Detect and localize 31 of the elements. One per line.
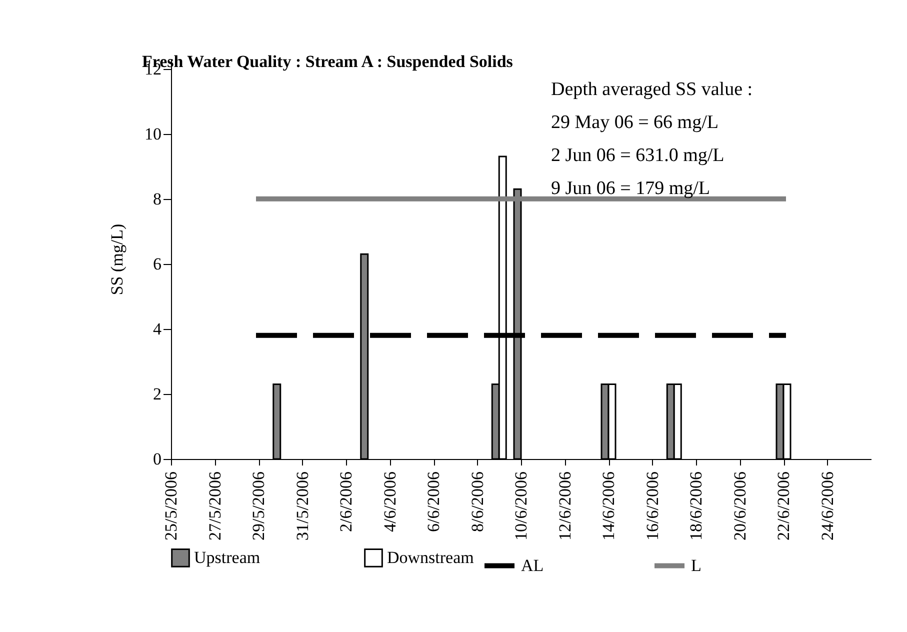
x-tick-label: 29/5/2006	[249, 472, 268, 540]
x-tick-label: 25/5/2006	[162, 472, 180, 540]
annotation: 9 Jun 06 = 179 mg/L	[551, 178, 710, 199]
y-tick-label: 8	[153, 189, 162, 208]
y-tick-label: 4	[153, 319, 162, 338]
x-tick-label: 16/6/2006	[642, 472, 662, 540]
x-tick-label: 22/6/2006	[774, 472, 793, 540]
x-tick-label: 8/6/2006	[468, 472, 487, 532]
x-tick-label: 18/6/2006	[686, 472, 706, 540]
annotation: 2 Jun 06 = 631.0 mg/L	[551, 145, 724, 166]
y-axis-title: SS (mg/L)	[108, 224, 126, 296]
x-tick-label: 27/5/2006	[205, 472, 224, 540]
annotation: 29 May 06 = 66 mg/L	[551, 112, 718, 133]
x-tick-label: 12/6/2006	[555, 472, 574, 540]
x-tick-label: 4/6/2006	[380, 472, 400, 532]
annotation: Depth averaged SS value :	[551, 79, 753, 100]
x-tick-label: 24/6/2006	[818, 472, 837, 540]
y-tick-label: 0	[153, 450, 162, 468]
x-tick-label: 6/6/2006	[424, 472, 443, 532]
x-tick-label: 2/6/2006	[336, 472, 356, 532]
legend-label: L	[691, 556, 702, 575]
x-tick-label: 10/6/2006	[512, 472, 530, 540]
x-tick-label: 31/5/2006	[292, 472, 312, 540]
x-tick-label: 14/6/2006	[599, 472, 618, 540]
legend-label: Upstream	[194, 548, 260, 567]
y-tick-label: 6	[153, 254, 162, 274]
y-tick-label: 2	[153, 384, 162, 404]
legend-label: Downstream	[387, 548, 474, 567]
legend-label: AL	[521, 556, 544, 575]
y-tick-label: 10	[144, 124, 162, 144]
x-tick-label: 20/6/2006	[730, 472, 750, 540]
